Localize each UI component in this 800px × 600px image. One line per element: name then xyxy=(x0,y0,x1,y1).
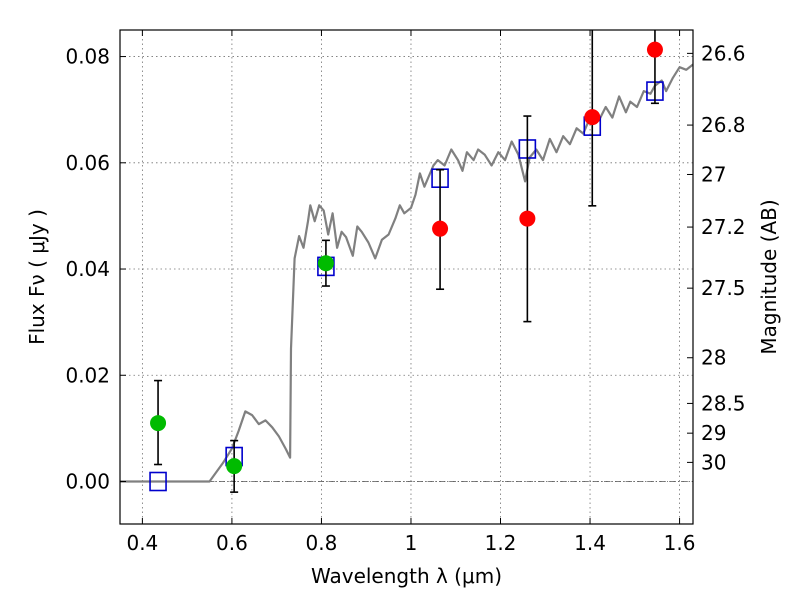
x-axis-title: Wavelength λ (μm) xyxy=(311,564,502,588)
observed-flux-green-point xyxy=(150,415,167,432)
model-flux-square xyxy=(149,471,167,492)
y2-tick-label: 29 xyxy=(701,421,726,445)
grid-lines xyxy=(120,30,693,524)
observed-flux-red-point xyxy=(584,109,601,126)
y-tick-label: 0.08 xyxy=(65,45,110,69)
observed-flux-red-point xyxy=(646,41,663,58)
observed-flux-green-point xyxy=(317,255,334,272)
x-tick-label: 1.4 xyxy=(574,531,606,555)
y2-tick-label: 27.5 xyxy=(701,276,746,300)
plot-frame xyxy=(119,29,694,525)
axis-ticks: 0.4 0.6 0.8 1 1.2 1.4 1.6 0.00 0.02 0.04 0.06 0.08 2… xyxy=(65,30,746,555)
y2-tick-label: 28.5 xyxy=(701,391,746,415)
observed-flux-red-point xyxy=(432,220,449,237)
y-axis-title: Flux Fν ( μJy ) xyxy=(25,209,49,345)
y-tick-label: 0.04 xyxy=(65,257,110,281)
x-tick-label: 1.2 xyxy=(485,531,517,555)
y2-tick-label: 27.2 xyxy=(701,215,746,239)
y-tick-label: 0.06 xyxy=(65,151,110,175)
x-tick-label: 0.6 xyxy=(216,531,248,555)
y2-tick-label: 26.8 xyxy=(701,113,746,137)
x-tick-label: 1.6 xyxy=(664,531,696,555)
observed-flux-green-point xyxy=(226,458,243,475)
x-tick-label: 1 xyxy=(405,531,418,555)
x-tick-label: 0.8 xyxy=(306,531,338,555)
y2-tick-label: 26.6 xyxy=(701,41,746,65)
x-tick-label: 0.4 xyxy=(126,531,158,555)
y2-axis-title: Magnitude (AB) xyxy=(757,199,781,354)
y2-tick-label: 27 xyxy=(701,162,726,186)
y2-tick-label: 28 xyxy=(701,346,726,370)
y2-tick-label: 30 xyxy=(701,450,726,474)
y-tick-label: 0.00 xyxy=(65,470,110,494)
y-tick-label: 0.02 xyxy=(65,363,110,387)
plot-area xyxy=(120,30,693,493)
model-spectrum-line xyxy=(120,63,693,483)
observed-flux-red-point xyxy=(519,210,536,227)
